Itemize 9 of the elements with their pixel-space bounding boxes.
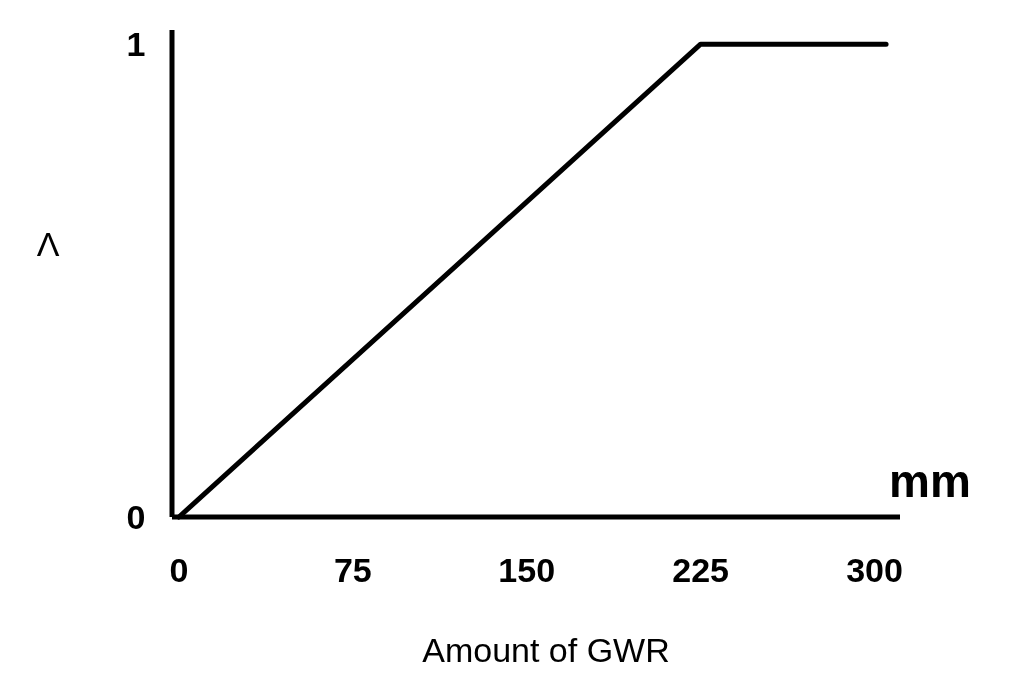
x-tick-label: 225 [672,551,729,589]
annotation: mm [889,455,971,507]
y-axis-title: Λ [36,225,60,263]
x-tick-label: 300 [846,551,903,589]
x-tick-label: 150 [498,551,556,589]
x-tick-label: 75 [333,551,372,589]
x-tick-label: 0 [169,551,189,589]
y-tick-label: 1 [126,25,146,64]
x-axis-title: Amount of GWR [422,631,670,669]
